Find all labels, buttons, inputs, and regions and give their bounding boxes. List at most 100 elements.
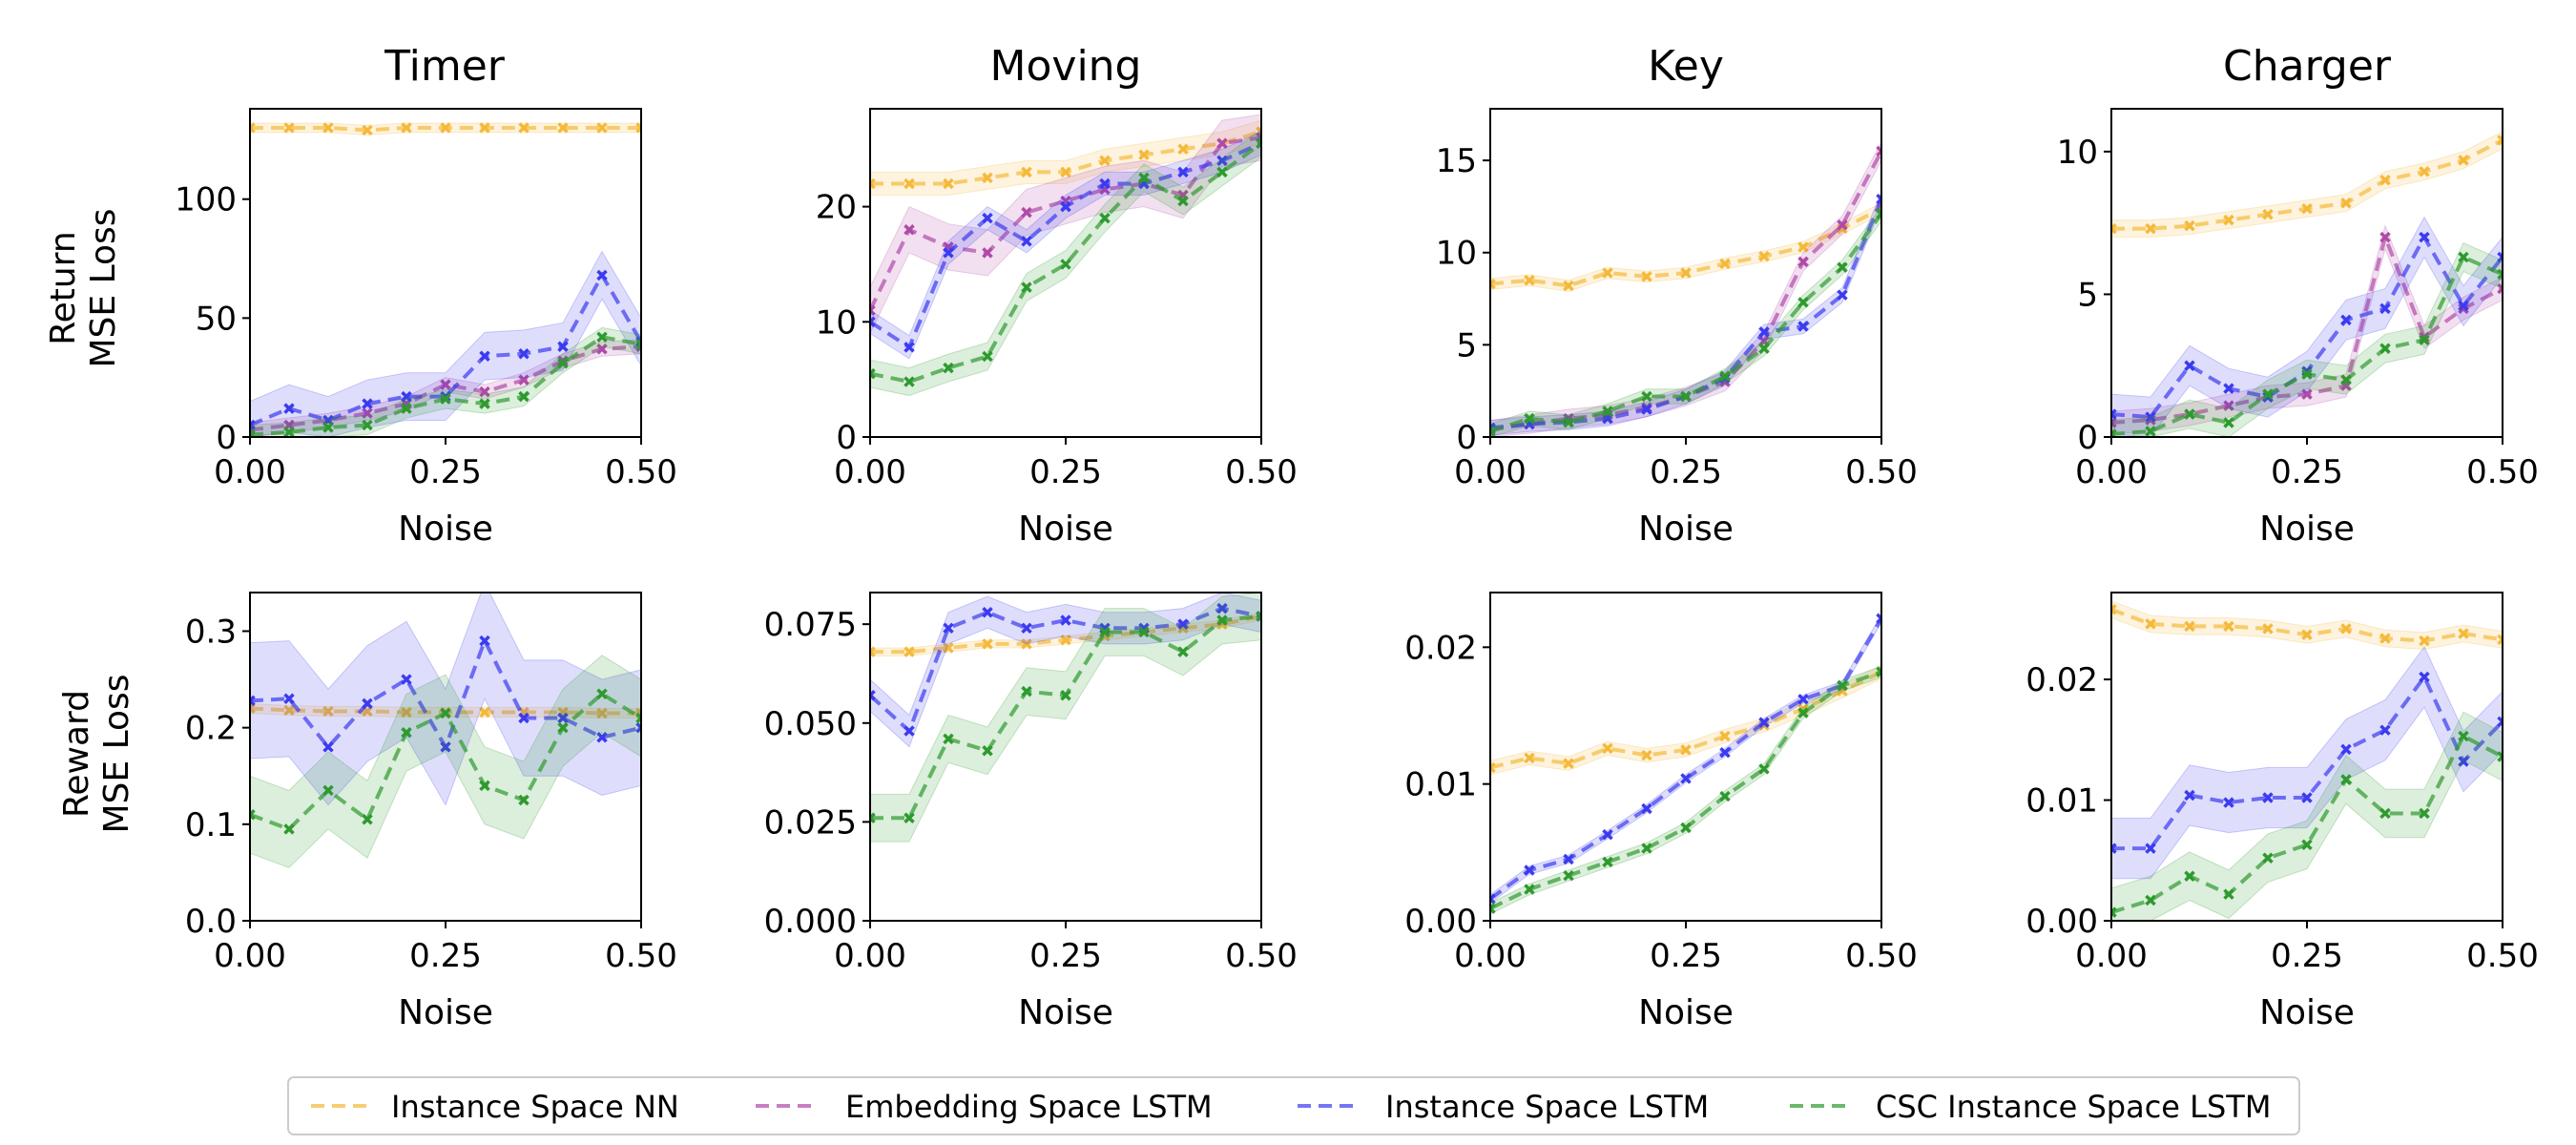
panel-reward-charger-series-csc-instance-space-lstm-point-3 xyxy=(2223,888,2234,900)
panel-reward-timer-series-csc-instance-space-lstm-point-10 xyxy=(635,712,641,724)
panel-return-charger-series-csc-instance-space-lstm-point-3 xyxy=(2223,417,2234,428)
panel-return-key-series-instance-space-nn-point-6 xyxy=(1719,258,1731,270)
panel-return-moving: 0 10 20 0.00 0.25 0.50 Noise xyxy=(816,108,1298,549)
panel-reward-moving-series-instance-space-nn-point-0 xyxy=(870,646,876,657)
panel-return-timer-series-instance-space-lstm-point-6 xyxy=(479,350,490,362)
panel-return-moving-series-instance-space-lstm-point-8 xyxy=(1177,166,1189,178)
panel-reward-charger: 0.00 0.01 0.02 0.00 0.25 0.50 Noise xyxy=(2025,592,2539,1032)
panel-return-charger-series-instance-space-lstm-point-6 xyxy=(2340,314,2352,326)
panel-return-moving-series-instance-space-nn-point-8 xyxy=(1177,143,1189,155)
panel-reward-moving: 0.000 0.025 0.050 0.075 0.00 0.25 0.50 Noise xyxy=(764,592,1298,1032)
panel-reward-moving-series-csc-instance-space-lstm-point-7 xyxy=(1138,626,1150,638)
legend-label-csc-instance-space-lstm: CSC Instance Space LSTM xyxy=(1876,1089,2271,1125)
panel-reward-moving-series-instance-space-lstm-line xyxy=(870,606,1261,735)
panel-reward-charger-series-instance-space-nn-point-2 xyxy=(2184,620,2195,633)
panel-return-timer-xlabel: Noise xyxy=(398,510,493,549)
panel-reward-charger-series-csc-instance-space-lstm-point-8 xyxy=(2419,807,2430,820)
panel-return-moving-series-embedding-space-lstm-point-1 xyxy=(904,223,915,236)
panel-reward-moving-series-csc-instance-space-lstm-point-1 xyxy=(904,812,915,823)
panel-return-key-xtick-label-0: 0.00 xyxy=(1454,453,1527,491)
panel-return-charger-series-csc-instance-space-lstm-point-10 xyxy=(2497,268,2503,281)
panel-return-charger-series-instance-space-nn-point-1 xyxy=(2145,222,2156,235)
panel-return-timer-series-csc-instance-space-lstm-point-4 xyxy=(401,403,412,414)
panel-reward-timer-xtick-label-0: 0.00 xyxy=(214,937,286,975)
panel-reward-timer-series-instance-space-lstm-band xyxy=(250,593,641,806)
panel-return-moving-series-instance-space-lstm-point-6 xyxy=(1099,177,1111,190)
panel-return-moving-series-instance-space-nn-point-3 xyxy=(982,172,993,184)
panel-reward-timer-series-instance-space-lstm-point-1 xyxy=(283,693,295,705)
panel-return-moving-series-csc-instance-space-lstm-point-9 xyxy=(1216,166,1228,178)
panel-reward-moving-series-csc-instance-space-lstm-point-4 xyxy=(1021,685,1032,697)
panel-return-charger-series-instance-space-nn-point-7 xyxy=(2379,175,2391,186)
panel-reward-timer-series-instance-space-nn-point-6 xyxy=(479,706,490,718)
legend-entry-instance-space-nn: Instance Space NN xyxy=(311,1089,679,1125)
panel-return-key-series-csc-instance-space-lstm-point-3 xyxy=(1602,406,1613,417)
panel-return-charger-series-instance-space-lstm-point-7 xyxy=(2379,302,2391,315)
panel-return-moving-series-embedding-space-lstm-point-9 xyxy=(1216,137,1228,149)
panel-reward-charger-series-csc-instance-space-lstm-point-9 xyxy=(2458,730,2469,742)
panel-return-moving-series-embedding-space-lstm-point-0 xyxy=(870,304,876,316)
panel-return-charger-series-csc-instance-space-lstm-point-1 xyxy=(2145,426,2156,437)
panel-reward-key-series-csc-instance-space-lstm-line xyxy=(1490,670,1881,910)
panel-return-charger-series-instance-space-nn-point-10 xyxy=(2497,135,2503,146)
panel-reward-charger-series-instance-space-lstm-point-0 xyxy=(2111,843,2117,854)
panel-return-charger-series-embedding-space-lstm-point-3 xyxy=(2223,400,2234,411)
row-label-return-line1: Return xyxy=(44,231,83,344)
panel-return-charger-series-instance-space-lstm-point-2 xyxy=(2184,360,2195,371)
panel-reward-timer-series-instance-space-lstm-point-10 xyxy=(635,721,641,734)
panel-reward-timer-series-instance-space-nn-point-2 xyxy=(322,705,334,718)
panel-return-charger-ytick-label-0: 0 xyxy=(2077,419,2098,457)
panel-return-charger-ytick-label-1: 5 xyxy=(2077,276,2098,314)
row-label-reward-line1: Reward xyxy=(57,690,96,818)
panel-return-charger-series-instance-space-lstm-point-8 xyxy=(2419,231,2430,243)
panel-reward-key-series-csc-instance-space-lstm-point-6 xyxy=(1719,790,1731,802)
panel-return-key-series-instance-space-lstm-point-8 xyxy=(1797,321,1809,332)
panel-reward-moving-series-csc-instance-space-lstm-point-10 xyxy=(1256,611,1261,622)
panel-return-charger-series-instance-space-nn-point-2 xyxy=(2184,219,2195,232)
panel-reward-charger-series-instance-space-lstm-point-9 xyxy=(2458,756,2469,767)
panel-reward-moving-series-instance-space-nn-point-5 xyxy=(1060,634,1071,646)
panel-reward-charger-series-csc-instance-space-lstm-point-0 xyxy=(2111,906,2117,918)
panel-reward-charger-series-csc-instance-space-lstm-point-10 xyxy=(2497,751,2503,762)
panel-return-moving-series-embedding-space-lstm-point-4 xyxy=(1021,206,1032,219)
panel-reward-moving-series-instance-space-nn-point-1 xyxy=(904,646,915,657)
panel-return-key-series-instance-space-nn xyxy=(1490,201,1881,292)
panel-return-charger-series-instance-space-lstm-point-0 xyxy=(2111,408,2117,420)
panel-reward-charger-ytick-label-0: 0.00 xyxy=(2025,903,2098,941)
panel-return-moving-series-instance-space-nn-point-0 xyxy=(870,177,876,190)
panel-reward-moving-series-csc-instance-space-lstm-point-3 xyxy=(982,745,993,757)
panel-return-charger-series-embedding-space-lstm-point-7 xyxy=(2379,231,2391,243)
panel-reward-key-series-instance-space-lstm-point-5 xyxy=(1680,773,1692,784)
panel-reward-charger-series-csc-instance-space-lstm-band xyxy=(2111,711,2503,921)
panel-reward-charger-series-csc-instance-space-lstm-point-1 xyxy=(2145,894,2156,906)
panel-return-key-xtick-label-1: 0.25 xyxy=(1650,453,1722,491)
panel-return-timer-series-instance-space-lstm-point-0 xyxy=(250,419,256,431)
panel-reward-timer-series-csc-instance-space-lstm-point-8 xyxy=(557,721,569,734)
panel-reward-key-series-instance-space-nn-point-6 xyxy=(1719,730,1731,742)
legend-entry-embedding-space-lstm: Embedding Space LSTM xyxy=(756,1089,1213,1125)
panel-reward-charger-ytick-label-2: 0.02 xyxy=(2025,661,2098,699)
panel-reward-charger-series-csc-instance-space-lstm-point-7 xyxy=(2379,807,2391,820)
panel-return-charger-series-instance-space-lstm-point-1 xyxy=(2145,411,2156,423)
panel-return-key-series-csc-instance-space-lstm-point-7 xyxy=(1758,343,1770,354)
panel-reward-charger-series-csc-instance-space-lstm-point-4 xyxy=(2262,852,2274,864)
panel-return-key-series-instance-space-nn-point-1 xyxy=(1524,274,1535,286)
panel-return-moving-series-csc-instance-space-lstm-point-4 xyxy=(1021,281,1032,293)
panel-return-charger-series-instance-space-nn-point-3 xyxy=(2223,214,2234,226)
panel-return-timer-series-instance-space-nn-point-3 xyxy=(362,124,373,136)
panel-return-key-series-instance-space-lstm-point-7 xyxy=(1758,326,1770,338)
panel-reward-charger-series-csc-instance-space-lstm-point-6 xyxy=(2340,774,2352,785)
panel-return-key-series-embedding-space-lstm-point-9 xyxy=(1837,219,1848,231)
panel-return-key-series-instance-space-lstm-band xyxy=(1490,191,1881,436)
panel-reward-charger-series-instance-space-nn-point-4 xyxy=(2262,623,2274,635)
panel-reward-timer-ytick-label-0: 0.0 xyxy=(185,903,237,941)
panel-return-charger-xlabel: Noise xyxy=(2259,510,2355,549)
panel-return-key-series-csc-instance-space-lstm-point-4 xyxy=(1641,390,1652,403)
column-title-timer: Timer xyxy=(384,42,506,91)
panel-return-charger-series-instance-space-nn-point-9 xyxy=(2458,155,2469,166)
panel-reward-key-series-csc-instance-space-lstm-point-3 xyxy=(1602,856,1613,868)
panel-return-charger-series-csc-instance-space-lstm-point-8 xyxy=(2419,334,2430,346)
panel-return-moving-series-csc-instance-space-lstm-point-5 xyxy=(1060,259,1071,270)
panel-reward-moving-series-instance-space-lstm-band xyxy=(870,593,1261,748)
panel-reward-timer-series-instance-space-lstm-point-4 xyxy=(401,674,412,685)
